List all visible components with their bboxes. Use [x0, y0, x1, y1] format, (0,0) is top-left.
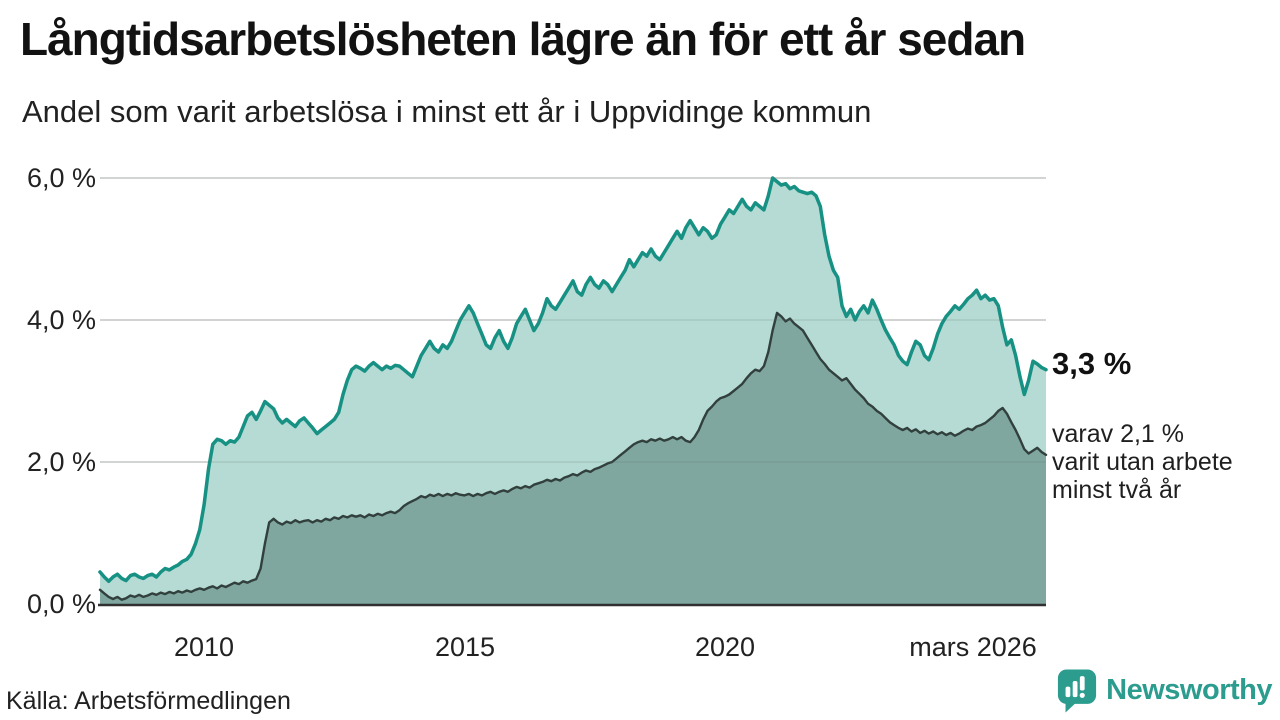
source-credit: Källa: Arbetsförmedlingen: [6, 687, 291, 715]
series2-end-note: varav 2,1 % varit utan arbete minst två …: [1052, 420, 1233, 504]
newsworthy-logo: Newsworthy: [1056, 667, 1272, 714]
x-tick-2020: 2020: [694, 632, 756, 662]
y-tick-label-6: 6,0 %: [26, 163, 96, 193]
gridlines-overlay: [100, 177, 1046, 463]
y-tick-label-4: 4,0 %: [26, 305, 96, 335]
series1-end-value-label: 3,3 %: [1052, 346, 1132, 381]
x-tick-2010: 2010: [173, 632, 235, 662]
end-note-line-2: varit utan arbete: [1052, 448, 1233, 476]
end-note-line-1: varav 2,1 %: [1052, 420, 1185, 448]
chart-series-group: [98, 176, 1048, 604]
x-tick-mars-2026: mars 2026: [909, 632, 1037, 662]
y-tick-label-0: 0,0 %: [26, 589, 96, 619]
newsworthy-bubble-chart-icon: [1058, 669, 1097, 713]
page-title: Långtidsarbetslösheten lägre än för ett …: [20, 13, 1026, 65]
series-line-1: [98, 176, 1048, 584]
series-line-2: [98, 311, 1048, 601]
brand-name: Newsworthy: [1106, 674, 1272, 706]
end-note-line-3: minst två år: [1052, 476, 1182, 504]
chart-subtitle: Andel som varit arbetslösa i minst ett å…: [22, 94, 872, 129]
series-area-2: [100, 312, 1046, 604]
y-tick-label-2: 2,0 %: [26, 447, 96, 477]
x-tick-2015: 2015: [434, 632, 496, 662]
